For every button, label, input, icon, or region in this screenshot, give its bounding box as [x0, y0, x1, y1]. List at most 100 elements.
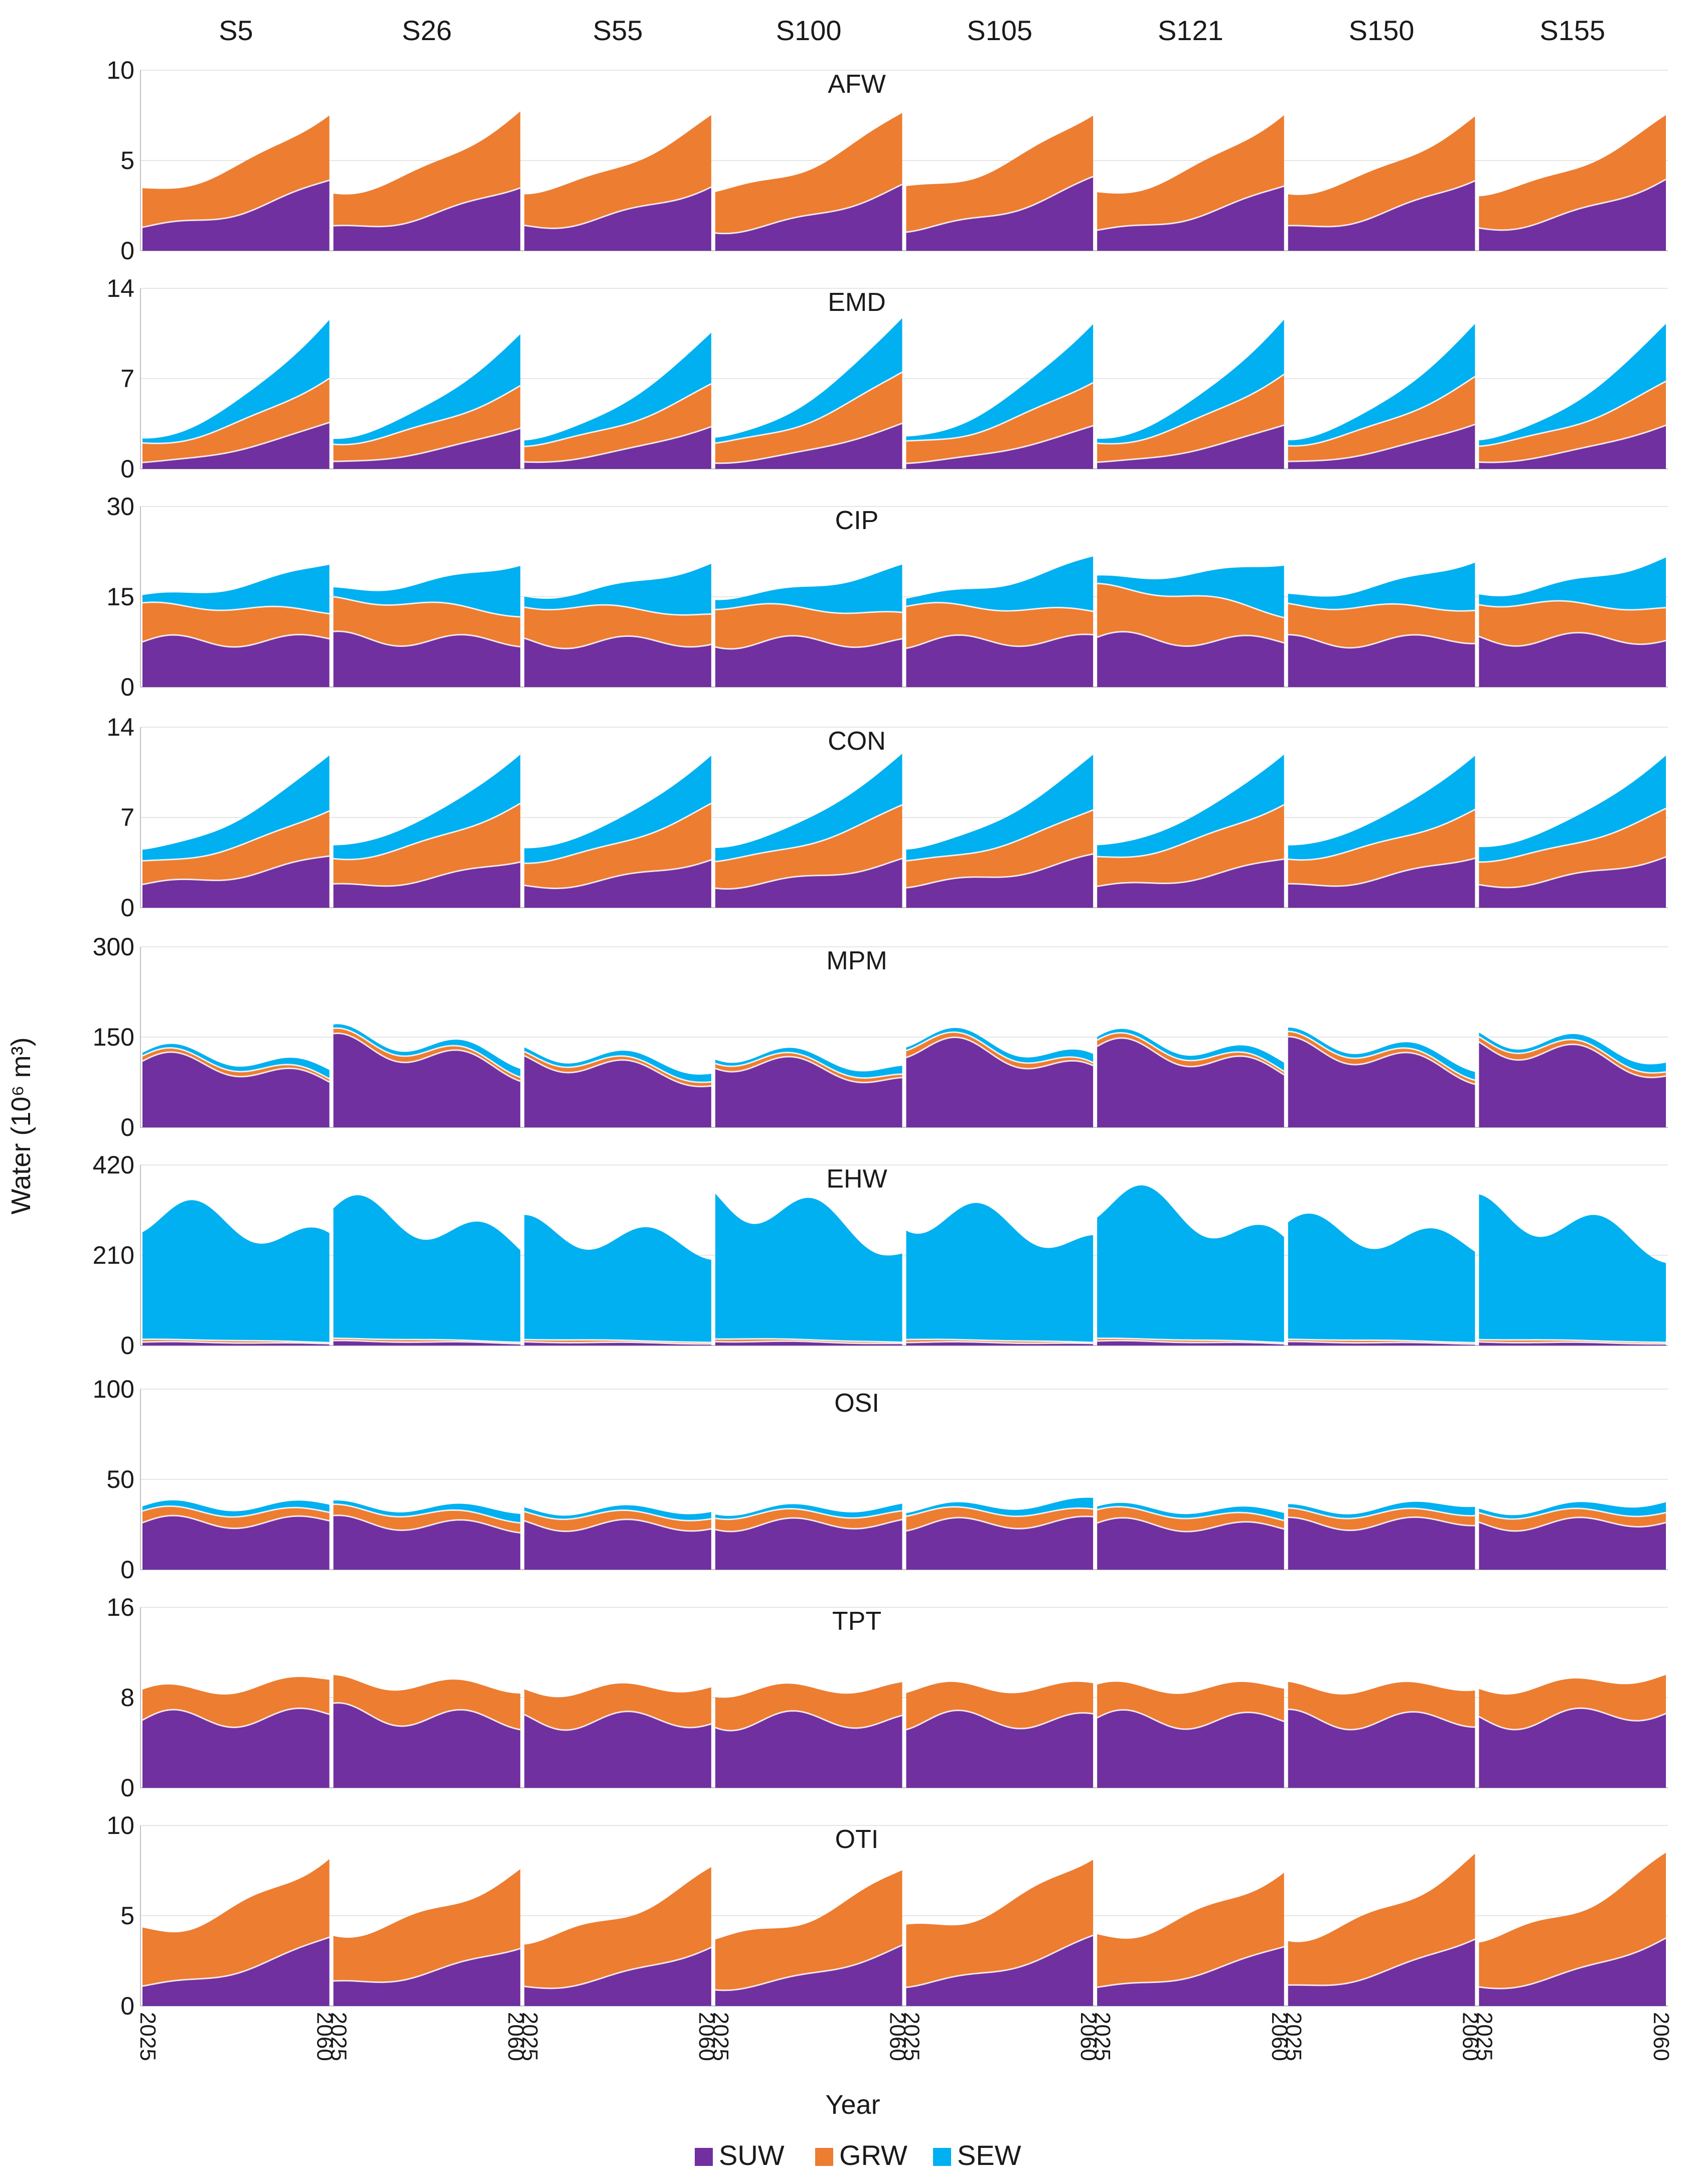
panel-label: CIP [835, 506, 879, 535]
suw-boundary [1478, 1517, 1666, 1532]
suw-area [142, 1937, 330, 2006]
grw-area [1479, 1853, 1666, 1989]
suw-area [715, 423, 902, 469]
grw-boundary [524, 1338, 711, 1343]
legend-label: GRW [839, 2139, 907, 2171]
suw-area [333, 188, 521, 251]
suw-boundary [715, 184, 903, 235]
grw-boundary [715, 1507, 902, 1521]
suw-area [142, 856, 330, 908]
scenario-labels: S5 S26 S55 S100 S105 S121 S150 S155 [219, 15, 1605, 46]
suw-boundary [524, 1341, 711, 1345]
suw-boundary [715, 1710, 902, 1732]
grw-boundary [1479, 1338, 1666, 1343]
sew-area [142, 319, 330, 444]
suw-boundary [906, 176, 1094, 233]
grw-area [524, 605, 711, 649]
suw-boundary [1288, 1938, 1475, 1986]
grw-area [906, 1860, 1094, 1987]
suw-boundary [906, 853, 1094, 889]
grw-area [715, 1682, 902, 1731]
sew-area [1097, 319, 1284, 444]
suw-boundary [142, 1515, 330, 1530]
suw-boundary [1097, 185, 1285, 231]
y-tick-label: 50 [106, 1465, 134, 1493]
suw-area [142, 634, 330, 687]
sew-area [1479, 323, 1666, 446]
suw-boundary [524, 1946, 712, 1989]
suw-area [1288, 1517, 1475, 1570]
grw-boundary [1097, 1337, 1284, 1343]
y-tick-label: 0 [120, 673, 134, 701]
suw-boundary [524, 635, 712, 649]
grw-boundary [142, 601, 330, 615]
grw-area [1097, 115, 1284, 231]
suw-area [715, 635, 902, 687]
suw-area [906, 1341, 1094, 1346]
suw-area [1097, 1710, 1284, 1788]
grw-boundary [1288, 1507, 1475, 1520]
sew-area [142, 755, 330, 861]
y-tick-label: 5 [120, 1902, 134, 1930]
suw-area [1479, 1938, 1666, 2006]
sew-area [1288, 562, 1475, 611]
grw-boundary [1097, 1506, 1285, 1522]
panel-cip: 0 15 30 CIP [106, 492, 1668, 701]
grw-boundary [1288, 1031, 1475, 1081]
y-tick-label: 300 [93, 933, 134, 961]
y-tick-label: 100 [93, 1375, 134, 1403]
grw-area [524, 1683, 711, 1730]
x-tick-label: 2025 [708, 2012, 733, 2061]
suw-boundary [1288, 634, 1475, 649]
scenario-label: S150 [1349, 15, 1415, 46]
suw-area [1288, 1709, 1475, 1788]
sew-area [906, 324, 1094, 441]
grw-area [333, 1675, 521, 1730]
x-tick-label: 2025 [135, 2012, 160, 2061]
grw-area [333, 386, 521, 462]
y-tick-label: 10 [106, 1811, 134, 1839]
suw-boundary [715, 422, 903, 464]
panel-con: 0 7 14 CON [106, 713, 1668, 922]
legend-swatch [815, 2148, 833, 2166]
suw-area [524, 1341, 711, 1346]
y-tick-label: 16 [106, 1593, 134, 1621]
suw-boundary [333, 1515, 521, 1534]
suw-area [524, 1519, 711, 1570]
suw-area [1097, 1518, 1284, 1570]
grw-area [333, 1504, 521, 1533]
sew-area [1097, 754, 1284, 858]
legend-label: SEW [957, 2139, 1021, 2171]
sew-area [1479, 755, 1666, 862]
grw-boundary [524, 604, 711, 616]
sew-area [1097, 566, 1284, 618]
grw-area [524, 1051, 711, 1087]
suw-boundary [1097, 1946, 1285, 1988]
suw-boundary [333, 1339, 521, 1345]
grw-area [1097, 1682, 1284, 1729]
suw-boundary [1097, 1517, 1285, 1533]
suw-boundary [142, 180, 330, 228]
x-tick-label: 2025 [327, 2012, 351, 2061]
suw-boundary [1479, 179, 1666, 231]
suw-area [906, 1516, 1094, 1570]
suw-boundary [142, 421, 330, 463]
suw-boundary [715, 1517, 902, 1533]
y-tick-label: 14 [106, 274, 134, 302]
grw-area [1288, 603, 1475, 648]
suw-boundary [715, 1340, 902, 1345]
suw-boundary [1288, 1036, 1475, 1085]
grw-area [1288, 1682, 1475, 1730]
suw-area [906, 425, 1094, 469]
grw-area [524, 1867, 711, 1988]
x-tick-label: 2025 [1090, 2012, 1115, 2061]
suw-boundary [715, 635, 902, 650]
y-tick-label: 420 [93, 1151, 134, 1179]
grw-boundary [1478, 1036, 1666, 1074]
grw-boundary [715, 603, 902, 614]
grw-area [1479, 601, 1666, 646]
panel-label: EMD [828, 288, 886, 317]
grw-area [715, 603, 902, 649]
grw-boundary [1288, 602, 1475, 612]
